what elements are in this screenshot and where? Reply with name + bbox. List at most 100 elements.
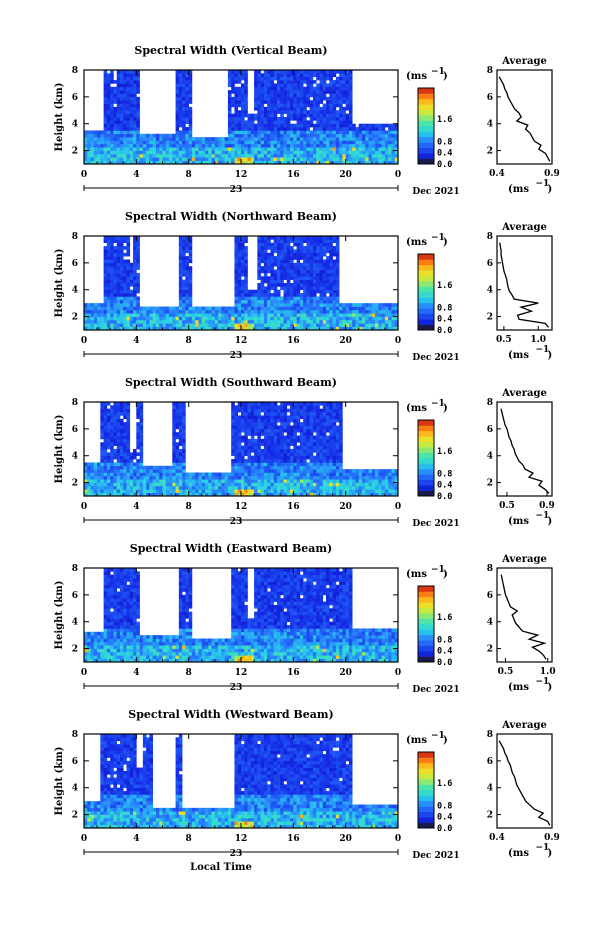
heatmap-cell bbox=[267, 326, 271, 331]
heatmap-cell bbox=[293, 465, 297, 470]
heatmap-cell bbox=[87, 157, 91, 161]
heatmap-cell bbox=[97, 316, 101, 321]
heatmap-cell bbox=[175, 309, 180, 314]
heatmap-cell bbox=[326, 140, 330, 145]
heatmap-cell bbox=[244, 246, 248, 250]
heatmap-cell bbox=[280, 283, 284, 287]
heatmap-cell bbox=[283, 269, 288, 274]
heatmap-cell bbox=[322, 150, 327, 155]
heatmap-cell bbox=[110, 286, 114, 291]
colorbar-tick-label: 1.6 bbox=[437, 115, 452, 125]
heatmap-cell bbox=[276, 73, 281, 78]
heatmap-cell bbox=[133, 323, 137, 327]
heatmap-cell bbox=[254, 96, 258, 101]
heatmap-cell bbox=[254, 492, 258, 497]
heatmap-cell bbox=[326, 236, 330, 240]
heatmap-cell bbox=[231, 147, 235, 151]
heatmap-cell bbox=[283, 438, 288, 443]
heatmap-cell bbox=[110, 482, 114, 487]
heatmap-cell bbox=[355, 133, 360, 138]
heatmap-cell bbox=[146, 485, 150, 490]
heatmap-cell bbox=[303, 123, 307, 128]
heatmap-cell bbox=[241, 435, 245, 440]
heatmap-cell bbox=[139, 150, 144, 155]
heatmap-cell bbox=[87, 465, 91, 470]
heatmap-cell bbox=[84, 160, 88, 165]
heatmap-cell bbox=[276, 319, 281, 324]
heatmap-cell bbox=[211, 326, 216, 331]
heatmap-cell bbox=[182, 289, 186, 294]
heatmap-cell bbox=[257, 140, 261, 145]
heatmap-cell bbox=[175, 106, 180, 111]
heatmap-cell bbox=[329, 299, 333, 304]
heatmap-cell bbox=[273, 475, 278, 480]
heatmap-cell bbox=[267, 489, 271, 493]
heatmap-cell bbox=[123, 259, 127, 264]
heatmap-cell bbox=[237, 438, 242, 443]
heatmap-cell bbox=[201, 147, 206, 151]
heatmap-cell bbox=[178, 412, 183, 416]
heatmap-cell bbox=[221, 140, 225, 145]
heatmap-cell bbox=[110, 86, 114, 91]
heatmap-cell bbox=[332, 246, 337, 250]
heatmap-cell bbox=[165, 316, 170, 321]
heatmap-cell bbox=[339, 76, 343, 81]
heatmap-cell bbox=[378, 309, 382, 314]
heatmap-cell bbox=[241, 293, 245, 297]
heatmap-cell bbox=[198, 157, 203, 161]
heatmap-cell bbox=[123, 123, 127, 128]
heatmap-cell bbox=[332, 272, 337, 277]
heatmap-cell bbox=[250, 313, 255, 317]
heatmap-cell bbox=[116, 106, 121, 111]
heatmap-cell bbox=[299, 306, 304, 311]
heatmap-cell bbox=[286, 489, 291, 493]
heatmap-cell bbox=[293, 459, 297, 463]
heatmap-cell bbox=[162, 160, 167, 165]
heatmap-cell bbox=[260, 296, 265, 301]
heatmap-cell bbox=[110, 239, 114, 244]
heatmap-cell bbox=[319, 83, 324, 88]
heatmap-cell bbox=[113, 266, 118, 270]
heatmap-cell bbox=[348, 319, 353, 324]
colorbar-segment bbox=[418, 281, 434, 287]
heatmap-cell bbox=[178, 120, 183, 125]
heatmap-cell bbox=[247, 127, 252, 131]
heatmap-cell bbox=[299, 157, 304, 161]
heatmap-cell bbox=[267, 289, 271, 294]
heatmap-cell bbox=[165, 465, 170, 470]
heatmap-cell bbox=[280, 147, 284, 151]
heatmap-cell bbox=[119, 455, 124, 460]
heatmap-cell bbox=[103, 309, 108, 314]
heatmap-cell bbox=[113, 239, 118, 244]
heatmap-cell bbox=[267, 96, 271, 101]
heatmap-cell bbox=[267, 418, 271, 423]
heatmap-cell bbox=[319, 283, 324, 287]
heatmap-cell bbox=[133, 249, 137, 254]
heatmap-cell bbox=[175, 140, 180, 145]
heatmap-cell bbox=[270, 246, 275, 250]
heatmap-cell bbox=[172, 489, 176, 493]
heatmap-cell bbox=[129, 306, 134, 311]
colorbar-tick-label: 1.6 bbox=[437, 281, 452, 291]
heatmap-cell bbox=[129, 262, 134, 267]
heatmap-cell bbox=[139, 140, 144, 145]
heatmap-cell bbox=[123, 80, 127, 84]
heatmap-cell bbox=[332, 130, 337, 135]
heatmap-cell bbox=[162, 309, 167, 314]
heatmap-cell bbox=[110, 103, 114, 108]
heatmap-cell bbox=[257, 93, 261, 98]
heatmap-cell bbox=[322, 249, 327, 254]
heatmap-cell bbox=[119, 123, 124, 128]
heatmap-cell bbox=[348, 73, 353, 78]
heatmap-cell bbox=[280, 472, 284, 477]
heatmap-cell bbox=[224, 472, 229, 477]
heatmap-cell bbox=[178, 100, 183, 104]
heatmap-cell bbox=[290, 147, 294, 151]
heatmap-cell bbox=[257, 408, 261, 413]
heatmap-cell bbox=[182, 73, 186, 78]
heatmap-cell bbox=[103, 425, 108, 430]
heatmap-cell bbox=[326, 269, 330, 274]
heatmap-cell bbox=[306, 236, 310, 240]
heatmap-cell bbox=[263, 485, 268, 490]
heatmap-cell bbox=[162, 137, 167, 141]
